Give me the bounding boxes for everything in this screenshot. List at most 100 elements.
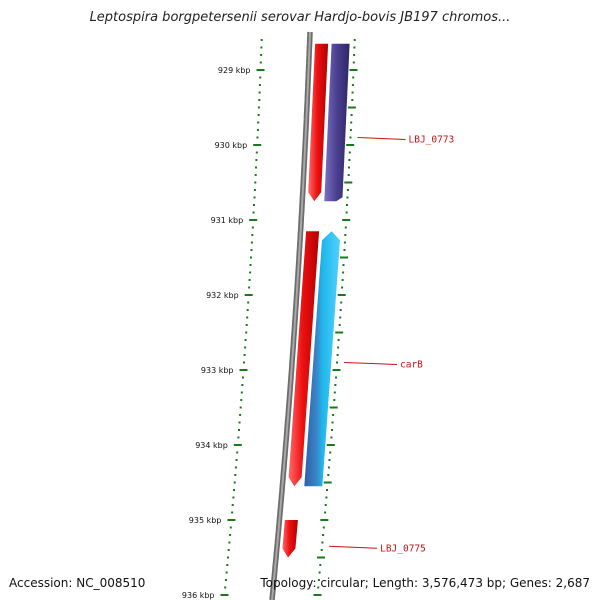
minor-tick-left [232, 496, 235, 499]
minor-tick-left [231, 504, 234, 506]
gene-label[interactable]: carB [400, 360, 423, 371]
minor-tick-right [335, 376, 337, 379]
rev-cds-carb[interactable] [304, 231, 340, 487]
minor-tick-right [349, 136, 352, 139]
minor-tick-right [341, 286, 344, 289]
minor-tick-left [228, 541, 231, 544]
gene-label-leader [329, 545, 378, 549]
tick-label: 933 kbp [201, 366, 234, 375]
minor-tick-left [253, 196, 256, 199]
minor-tick-right [342, 271, 345, 274]
minor-tick-right [326, 489, 328, 491]
minor-tick-left [236, 451, 239, 454]
minor-tick-right [348, 159, 351, 161]
minor-tick-right [331, 429, 333, 431]
half-tick-right [347, 106, 356, 109]
minor-tick-right [337, 346, 340, 349]
minor-tick-left [225, 571, 228, 574]
minor-tick-right [351, 91, 354, 94]
minor-tick-left [260, 46, 263, 49]
minor-tick-right [324, 504, 327, 506]
fwd-cds-1[interactable] [308, 43, 329, 202]
half-tick-right [317, 556, 325, 559]
minor-tick-left [245, 331, 248, 334]
minor-tick-right [318, 571, 321, 574]
label-layer: LBJ_0773 carB LBJ_0775 [329, 135, 455, 554]
rev-cds-lbj0773[interactable] [324, 43, 350, 202]
half-tick-right [323, 481, 332, 484]
half-tick-right [326, 444, 335, 446]
minor-tick-left [248, 286, 251, 289]
minor-tick-right [352, 61, 355, 64]
minor-tick-right [327, 466, 330, 469]
minor-tick-right [350, 114, 353, 116]
minor-tick-right [340, 301, 343, 304]
minor-tick-right [334, 384, 337, 386]
minor-tick-left [255, 166, 257, 169]
minor-tick-left [234, 474, 237, 476]
minor-tick-right [327, 474, 330, 476]
minor-tick-left [258, 84, 261, 86]
minor-tick-left [248, 279, 251, 281]
minor-tick-left [229, 526, 232, 529]
half-tick-right [344, 181, 353, 184]
minor-tick-left [240, 391, 243, 394]
minor-tick-left [258, 99, 261, 101]
minor-tick-right [339, 316, 342, 319]
minor-tick-left [227, 556, 229, 559]
minor-tick-left [246, 309, 249, 311]
minor-tick-left [233, 489, 235, 491]
minor-tick-left [238, 421, 241, 424]
tick-label: 935 kbp [189, 516, 222, 525]
minor-tick-left [239, 414, 242, 416]
minor-tick-right [339, 309, 342, 311]
half-tick-right [340, 256, 348, 259]
minor-tick-left [250, 256, 252, 259]
minor-tick-right [344, 226, 347, 229]
minor-tick-right [331, 421, 334, 424]
fwd-cds-lbj0775[interactable] [282, 520, 298, 558]
minor-tick-left [259, 61, 262, 64]
major-tick-left [233, 444, 242, 446]
minor-tick-left [257, 106, 260, 109]
minor-tick-right [353, 39, 356, 41]
minor-tick-right [352, 76, 355, 79]
minor-tick-left [241, 384, 244, 386]
gene-label[interactable]: LBJ_0775 [380, 543, 426, 554]
minor-tick-left [226, 564, 229, 566]
minor-tick-left [227, 549, 230, 551]
minor-tick-right [349, 129, 352, 131]
minor-tick-left [255, 159, 258, 161]
fwd-cds-2[interactable] [288, 231, 320, 487]
minor-tick-left [240, 399, 243, 401]
tick-label: 929 kbp [218, 66, 251, 75]
minor-tick-left [253, 204, 255, 206]
minor-tick-right [320, 549, 323, 551]
gene-label[interactable]: LBJ_0773 [409, 135, 455, 146]
minor-tick-left [252, 211, 255, 214]
minor-tick-left [258, 91, 261, 94]
tick-label: 932 kbp [206, 291, 239, 300]
major-tick-left [220, 594, 229, 596]
minor-tick-left [231, 511, 234, 514]
minor-tick-right [351, 99, 354, 101]
minor-tick-right [346, 196, 349, 199]
minor-tick-right [317, 579, 320, 581]
minor-tick-right [336, 354, 339, 356]
minor-tick-left [239, 406, 242, 409]
minor-tick-right [328, 459, 331, 461]
minor-tick-right [333, 391, 336, 394]
major-tick-left [244, 294, 253, 296]
minor-tick-left [257, 114, 260, 116]
minor-tick-left [243, 354, 246, 356]
minor-tick-left [242, 376, 244, 379]
minor-tick-left [260, 54, 263, 56]
minor-tick-left [246, 316, 249, 319]
minor-tick-left [249, 271, 252, 274]
minor-tick-right [322, 526, 325, 529]
minor-tick-left [254, 174, 257, 176]
minor-tick-right [348, 151, 351, 154]
half-tick-right [335, 331, 344, 334]
